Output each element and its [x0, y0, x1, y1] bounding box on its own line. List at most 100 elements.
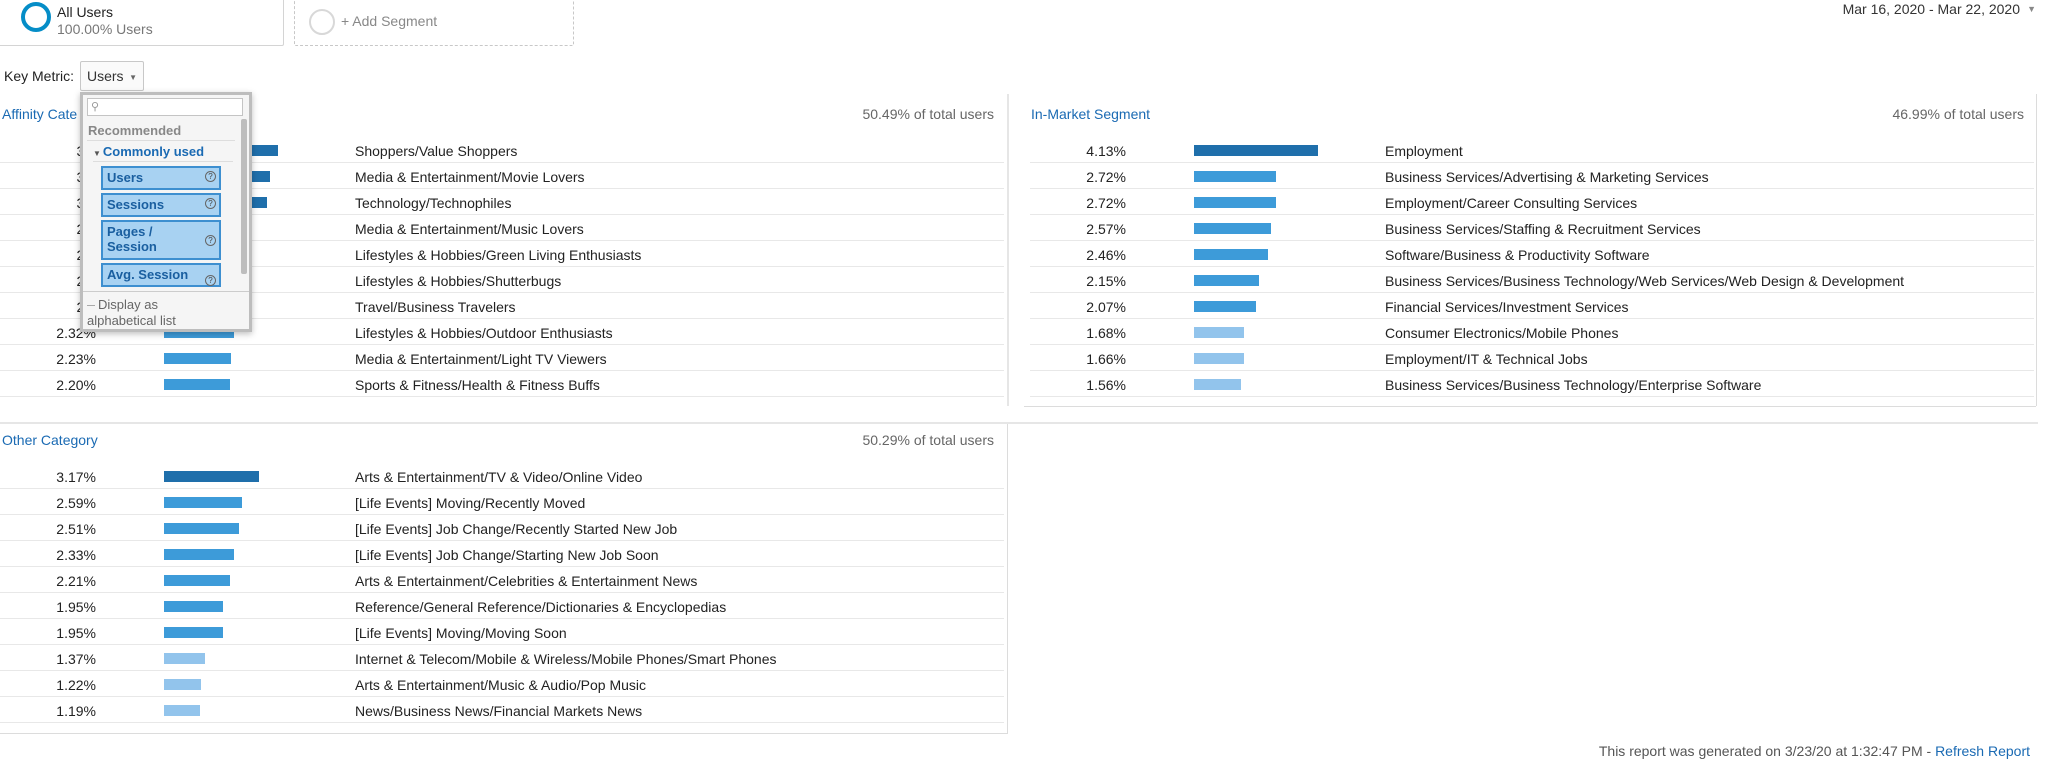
help-icon[interactable]: ? — [205, 171, 216, 182]
row-bar — [1194, 327, 1244, 338]
row-bar — [164, 679, 201, 690]
report-footer: This report was generated on 3/23/20 at … — [1599, 743, 2030, 759]
row-bar-track — [1194, 301, 1384, 312]
row-bar — [164, 627, 223, 638]
row-percent: 1.95% — [56, 625, 96, 641]
row-label: Lifestyles & Hobbies/Shutterbugs — [355, 273, 562, 289]
panel-title-affinity[interactable]: Affinity Cate — [2, 106, 78, 122]
row-percent: 1.19% — [56, 703, 96, 719]
table-row[interactable]: 1.22% Arts & Entertainment/Music & Audio/… — [0, 671, 1004, 697]
add-segment-button[interactable]: + Add Segment — [294, 0, 574, 46]
dropdown-group[interactable]: ▼ Commonly used — [93, 144, 204, 159]
table-row[interactable]: 2.32% Lifestyles & Hobbies/Outdoor Enthus… — [0, 319, 1004, 345]
table-row[interactable]: 1.37% Internet & Telecom/Mobile & Wireles… — [0, 645, 1004, 671]
table-row[interactable]: 2.72% Business Services/Advertising & Mar… — [1030, 163, 2034, 189]
row-bar — [1194, 379, 1241, 390]
report-generated-text: This report was generated on 3/23/20 at … — [1598, 743, 1936, 759]
dropdown-item-label: Users — [107, 170, 144, 185]
row-label: Lifestyles & Hobbies/Green Living Enthus… — [355, 247, 642, 263]
row-bar-track — [1194, 223, 1384, 234]
metric-dropdown[interactable]: ⚲ Recommended ▼ Commonly used Users ? Ses… — [80, 92, 252, 332]
table-row[interactable]: 2.23% Media & Entertainment/Light TV View… — [0, 345, 1004, 371]
table-row[interactable]: 2.72% Employment/Career Consulting Servic… — [1030, 189, 2034, 215]
row-bar-track — [164, 327, 354, 338]
dropdown-item-label: Sessions — [107, 197, 165, 212]
row-bar-track — [164, 679, 354, 690]
table-row[interactable]: 2.33% [Life Events] Job Change/Starting N… — [0, 541, 1004, 567]
row-percent: 4.13% — [1086, 143, 1126, 159]
table-row[interactable]: 1.95% [Life Events] Moving/Moving Soon — [0, 619, 1004, 645]
chevron-down-icon[interactable]: ▼ — [2027, 4, 2036, 14]
row-percent: 2.33% — [56, 547, 96, 563]
row-percent: 1.37% — [56, 651, 96, 667]
row-percent: 2.59% — [56, 495, 96, 511]
table-row[interactable]: 3.17% Arts & Entertainment/TV & Video/Onl… — [0, 463, 1004, 489]
panel-border — [0, 733, 1008, 734]
table-row[interactable]: 2.15% Business Services/Business Technolo… — [1030, 267, 2034, 293]
row-label: News/Business News/Financial Markets New… — [355, 703, 643, 719]
row-percent: 1.22% — [56, 677, 96, 693]
table-row[interactable]: 1.95% Reference/General Reference/Diction… — [0, 593, 1004, 619]
date-range-picker[interactable]: Mar 16, 2020 - Mar 22, 2020 — [1842, 1, 2020, 17]
dropdown-scrollbar[interactable] — [241, 119, 247, 274]
segment-title: All Users — [57, 4, 114, 20]
alphabetical-toggle[interactable]: Display as alphabetical list — [87, 297, 207, 329]
row-percent: 1.68% — [1086, 325, 1126, 341]
table-row[interactable]: 1.68% Consumer Electronics/Mobile Phones — [1030, 319, 2034, 345]
row-label: Media & Entertainment/Movie Lovers — [355, 169, 585, 185]
row-bar-track — [1194, 327, 1384, 338]
row-label: Media & Entertainment/Music Lovers — [355, 221, 584, 237]
dropdown-search-input[interactable]: ⚲ — [87, 98, 243, 116]
table-row[interactable]: 1.19% News/Business News/Financial Market… — [0, 697, 1004, 723]
panel-title-other[interactable]: Other Category — [2, 432, 98, 448]
panel-title-inmarket[interactable]: In-Market Segment — [1031, 106, 1151, 122]
row-label: Arts & Entertainment/Music & Audio/Pop M… — [355, 677, 647, 693]
row-bar — [1194, 223, 1271, 234]
dropdown-heading: Recommended — [88, 123, 182, 138]
row-label: [Life Events] Moving/Recently Moved — [355, 495, 586, 511]
table-row[interactable]: 1.56% Business Services/Business Technolo… — [1030, 371, 2034, 397]
row-bar — [164, 379, 230, 390]
table-row[interactable]: 2.07% Financial Services/Investment Servi… — [1030, 293, 2034, 319]
help-icon[interactable]: ? — [205, 275, 216, 286]
table-row[interactable]: 4.13% Employment — [1030, 137, 2034, 163]
row-bar — [1194, 197, 1276, 208]
table-row[interactable]: 2.20% Sports & Fitness/Health & Fitness B… — [0, 371, 1004, 397]
row-bar-track — [1194, 379, 1384, 390]
row-bar-track — [1194, 197, 1384, 208]
dropdown-item-users[interactable]: Users ? — [101, 166, 221, 190]
dropdown-item-pages-per-session[interactable]: Pages / Session ? — [101, 220, 221, 260]
search-icon: ⚲ — [91, 101, 100, 113]
segment-circle-icon — [21, 2, 51, 32]
row-bar — [164, 575, 230, 586]
dropdown-item-label: Pages / Session — [107, 224, 157, 254]
chevron-down-icon: ▼ — [129, 73, 137, 82]
help-icon[interactable]: ? — [205, 198, 216, 209]
table-row[interactable]: 2.59% [Life Events] Moving/Recently Moved — [0, 489, 1004, 515]
table-row[interactable]: 2.46% Software/Business & Productivity So… — [1030, 241, 2034, 267]
segment-all-users[interactable]: All Users 100.00% Users — [0, 0, 284, 46]
key-metric-select[interactable]: Users ▼ — [80, 61, 144, 91]
refresh-report-link[interactable]: Refresh Report — [1935, 743, 2030, 759]
row-label: Employment/Career Consulting Services — [1385, 195, 1638, 211]
table-row[interactable]: 2.51% [Life Events] Job Change/Recently S… — [0, 515, 1004, 541]
key-metric-label: Key Metric: — [4, 68, 75, 84]
table-row[interactable]: 2.21% Arts & Entertainment/Celebrities & … — [0, 567, 1004, 593]
row-bar — [164, 523, 239, 534]
dropdown-item-sessions[interactable]: Sessions ? — [101, 193, 221, 217]
table-row[interactable]: 1.66% Employment/IT & Technical Jobs — [1030, 345, 2034, 371]
row-label: Reference/General Reference/Dictionaries… — [355, 599, 727, 615]
row-bar — [1194, 145, 1318, 156]
row-bar — [164, 601, 223, 612]
help-icon[interactable]: ? — [205, 235, 216, 246]
dropdown-item-avg-session[interactable]: Avg. Session ? — [101, 263, 221, 287]
row-label: Technology/Technophiles — [355, 195, 512, 211]
row-label: Arts & Entertainment/Celebrities & Enter… — [355, 573, 698, 589]
divider — [87, 140, 235, 141]
row-label: Business Services/Staffing & Recruitment… — [1385, 221, 1701, 237]
row-label: Business Services/Business Technology/We… — [1385, 273, 1905, 289]
row-percent: 2.51% — [56, 521, 96, 537]
row-percent: 2.21% — [56, 573, 96, 589]
add-segment-circle-icon — [309, 9, 335, 35]
table-row[interactable]: 2.57% Business Services/Staffing & Recrui… — [1030, 215, 2034, 241]
